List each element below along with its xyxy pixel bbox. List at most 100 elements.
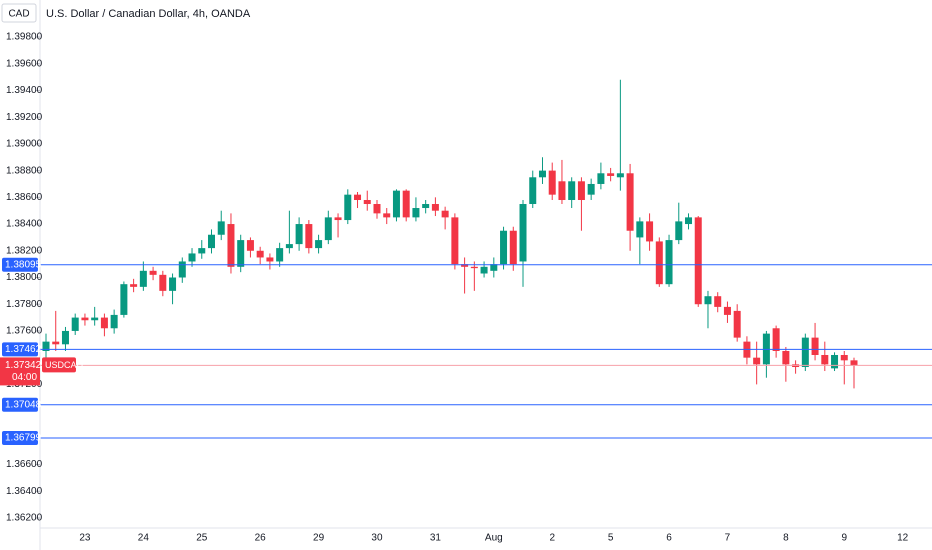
y-tick-label: 1.36600 bbox=[6, 459, 43, 470]
candle-body bbox=[733, 310, 741, 338]
candle-body bbox=[840, 354, 848, 361]
currency[interactable]: CAD bbox=[8, 9, 29, 20]
candle-body bbox=[626, 173, 634, 231]
candle-body bbox=[52, 341, 60, 345]
candle-body bbox=[753, 357, 761, 365]
candle-body bbox=[500, 230, 508, 265]
chart-title: U.S. Dollar / Canadian Dollar, 4h, OANDA bbox=[46, 8, 251, 20]
level-label: 1.37048 bbox=[5, 399, 42, 410]
level-label-box bbox=[2, 257, 38, 272]
candle-body bbox=[509, 230, 517, 265]
candle-body bbox=[431, 204, 439, 211]
candle-body bbox=[130, 284, 138, 287]
candle-body bbox=[120, 284, 128, 315]
level-label: 1.36799 bbox=[5, 433, 42, 444]
candle-body bbox=[237, 240, 245, 267]
countdown: 04:00 bbox=[12, 372, 37, 383]
candle-body bbox=[587, 183, 595, 195]
symbol-box bbox=[42, 357, 76, 373]
y-tick-label: 1.39200 bbox=[6, 112, 43, 123]
price-label-box bbox=[0, 357, 40, 386]
candle-body bbox=[597, 173, 605, 184]
candle-body bbox=[811, 337, 819, 355]
candle-body bbox=[246, 240, 254, 251]
candle-body bbox=[577, 181, 585, 201]
candle-body bbox=[461, 264, 469, 267]
candle-body bbox=[422, 204, 430, 209]
candle-body bbox=[616, 173, 624, 178]
x-tick-label: 29 bbox=[313, 533, 325, 544]
candle-body bbox=[295, 224, 303, 245]
candle-body bbox=[373, 204, 381, 214]
candle-body bbox=[100, 317, 108, 329]
y-tick-label: 1.37800 bbox=[6, 299, 43, 310]
candle-body bbox=[782, 350, 790, 365]
level-label-box bbox=[2, 430, 38, 445]
candle-body bbox=[81, 317, 89, 321]
y-tick-label: 1.39000 bbox=[6, 139, 43, 150]
x-tick-label: 9 bbox=[841, 533, 847, 544]
candle-body bbox=[91, 317, 99, 321]
candle-body bbox=[61, 330, 69, 345]
candle-body bbox=[470, 266, 478, 269]
candle-body bbox=[256, 250, 264, 258]
candle-body bbox=[704, 296, 712, 305]
candle-body bbox=[110, 314, 118, 329]
x-tick-label: 8 bbox=[783, 533, 789, 544]
candle-body bbox=[305, 224, 313, 249]
candle-body bbox=[207, 234, 215, 249]
candle-body bbox=[568, 181, 576, 201]
candle-body bbox=[519, 204, 527, 262]
currency-box[interactable] bbox=[1, 3, 37, 23]
candle-body bbox=[558, 181, 566, 201]
candle-body bbox=[402, 190, 410, 218]
candle-body bbox=[139, 270, 147, 287]
candle-body bbox=[71, 317, 79, 331]
y-tick-label: 1.38600 bbox=[6, 192, 43, 203]
y-tick-label: 1.36200 bbox=[6, 513, 43, 524]
candle-body bbox=[363, 200, 371, 205]
candle-body bbox=[685, 217, 693, 225]
x-tick-label: 7 bbox=[725, 533, 731, 544]
candle-body bbox=[324, 217, 332, 241]
x-tick-label: 26 bbox=[255, 533, 267, 544]
candle-body bbox=[548, 170, 556, 195]
candle-body bbox=[354, 194, 362, 201]
candle-body bbox=[159, 274, 167, 291]
candle-body bbox=[772, 328, 780, 351]
candle-body bbox=[451, 217, 459, 265]
candle-body bbox=[169, 277, 177, 291]
candle-body bbox=[178, 261, 186, 278]
price-label: 1.37342 bbox=[5, 360, 42, 371]
x-tick-label: Aug bbox=[485, 533, 503, 544]
candle-body bbox=[714, 296, 722, 307]
level-label: 1.37462 bbox=[5, 344, 42, 355]
candle-body bbox=[821, 354, 829, 365]
candle-body bbox=[490, 264, 498, 271]
candle-body bbox=[850, 360, 858, 366]
candle-body bbox=[392, 190, 400, 218]
candle-body bbox=[723, 306, 731, 315]
x-tick-label: 23 bbox=[79, 533, 91, 544]
symbol-label: USDCAD bbox=[45, 360, 84, 370]
candle-body bbox=[285, 244, 293, 249]
level-label: 1.38095 bbox=[5, 259, 42, 270]
level-label-box bbox=[2, 397, 38, 412]
x-tick-label: 2 bbox=[549, 533, 555, 544]
y-tick-label: 1.37600 bbox=[6, 326, 43, 337]
y-tick-label: 1.36400 bbox=[6, 486, 43, 497]
y-tick-label: 1.38200 bbox=[6, 245, 43, 256]
candle-body bbox=[636, 221, 644, 238]
candle-body bbox=[675, 221, 683, 241]
candle-body bbox=[801, 337, 809, 368]
candle-body bbox=[694, 217, 702, 305]
candle-body bbox=[276, 248, 284, 262]
x-tick-label: 30 bbox=[371, 533, 383, 544]
candle-body bbox=[344, 194, 352, 221]
level-label-box bbox=[2, 342, 38, 357]
x-tick-label: 6 bbox=[666, 533, 672, 544]
candle-body bbox=[315, 240, 323, 249]
y-tick-label: 1.38400 bbox=[6, 219, 43, 230]
